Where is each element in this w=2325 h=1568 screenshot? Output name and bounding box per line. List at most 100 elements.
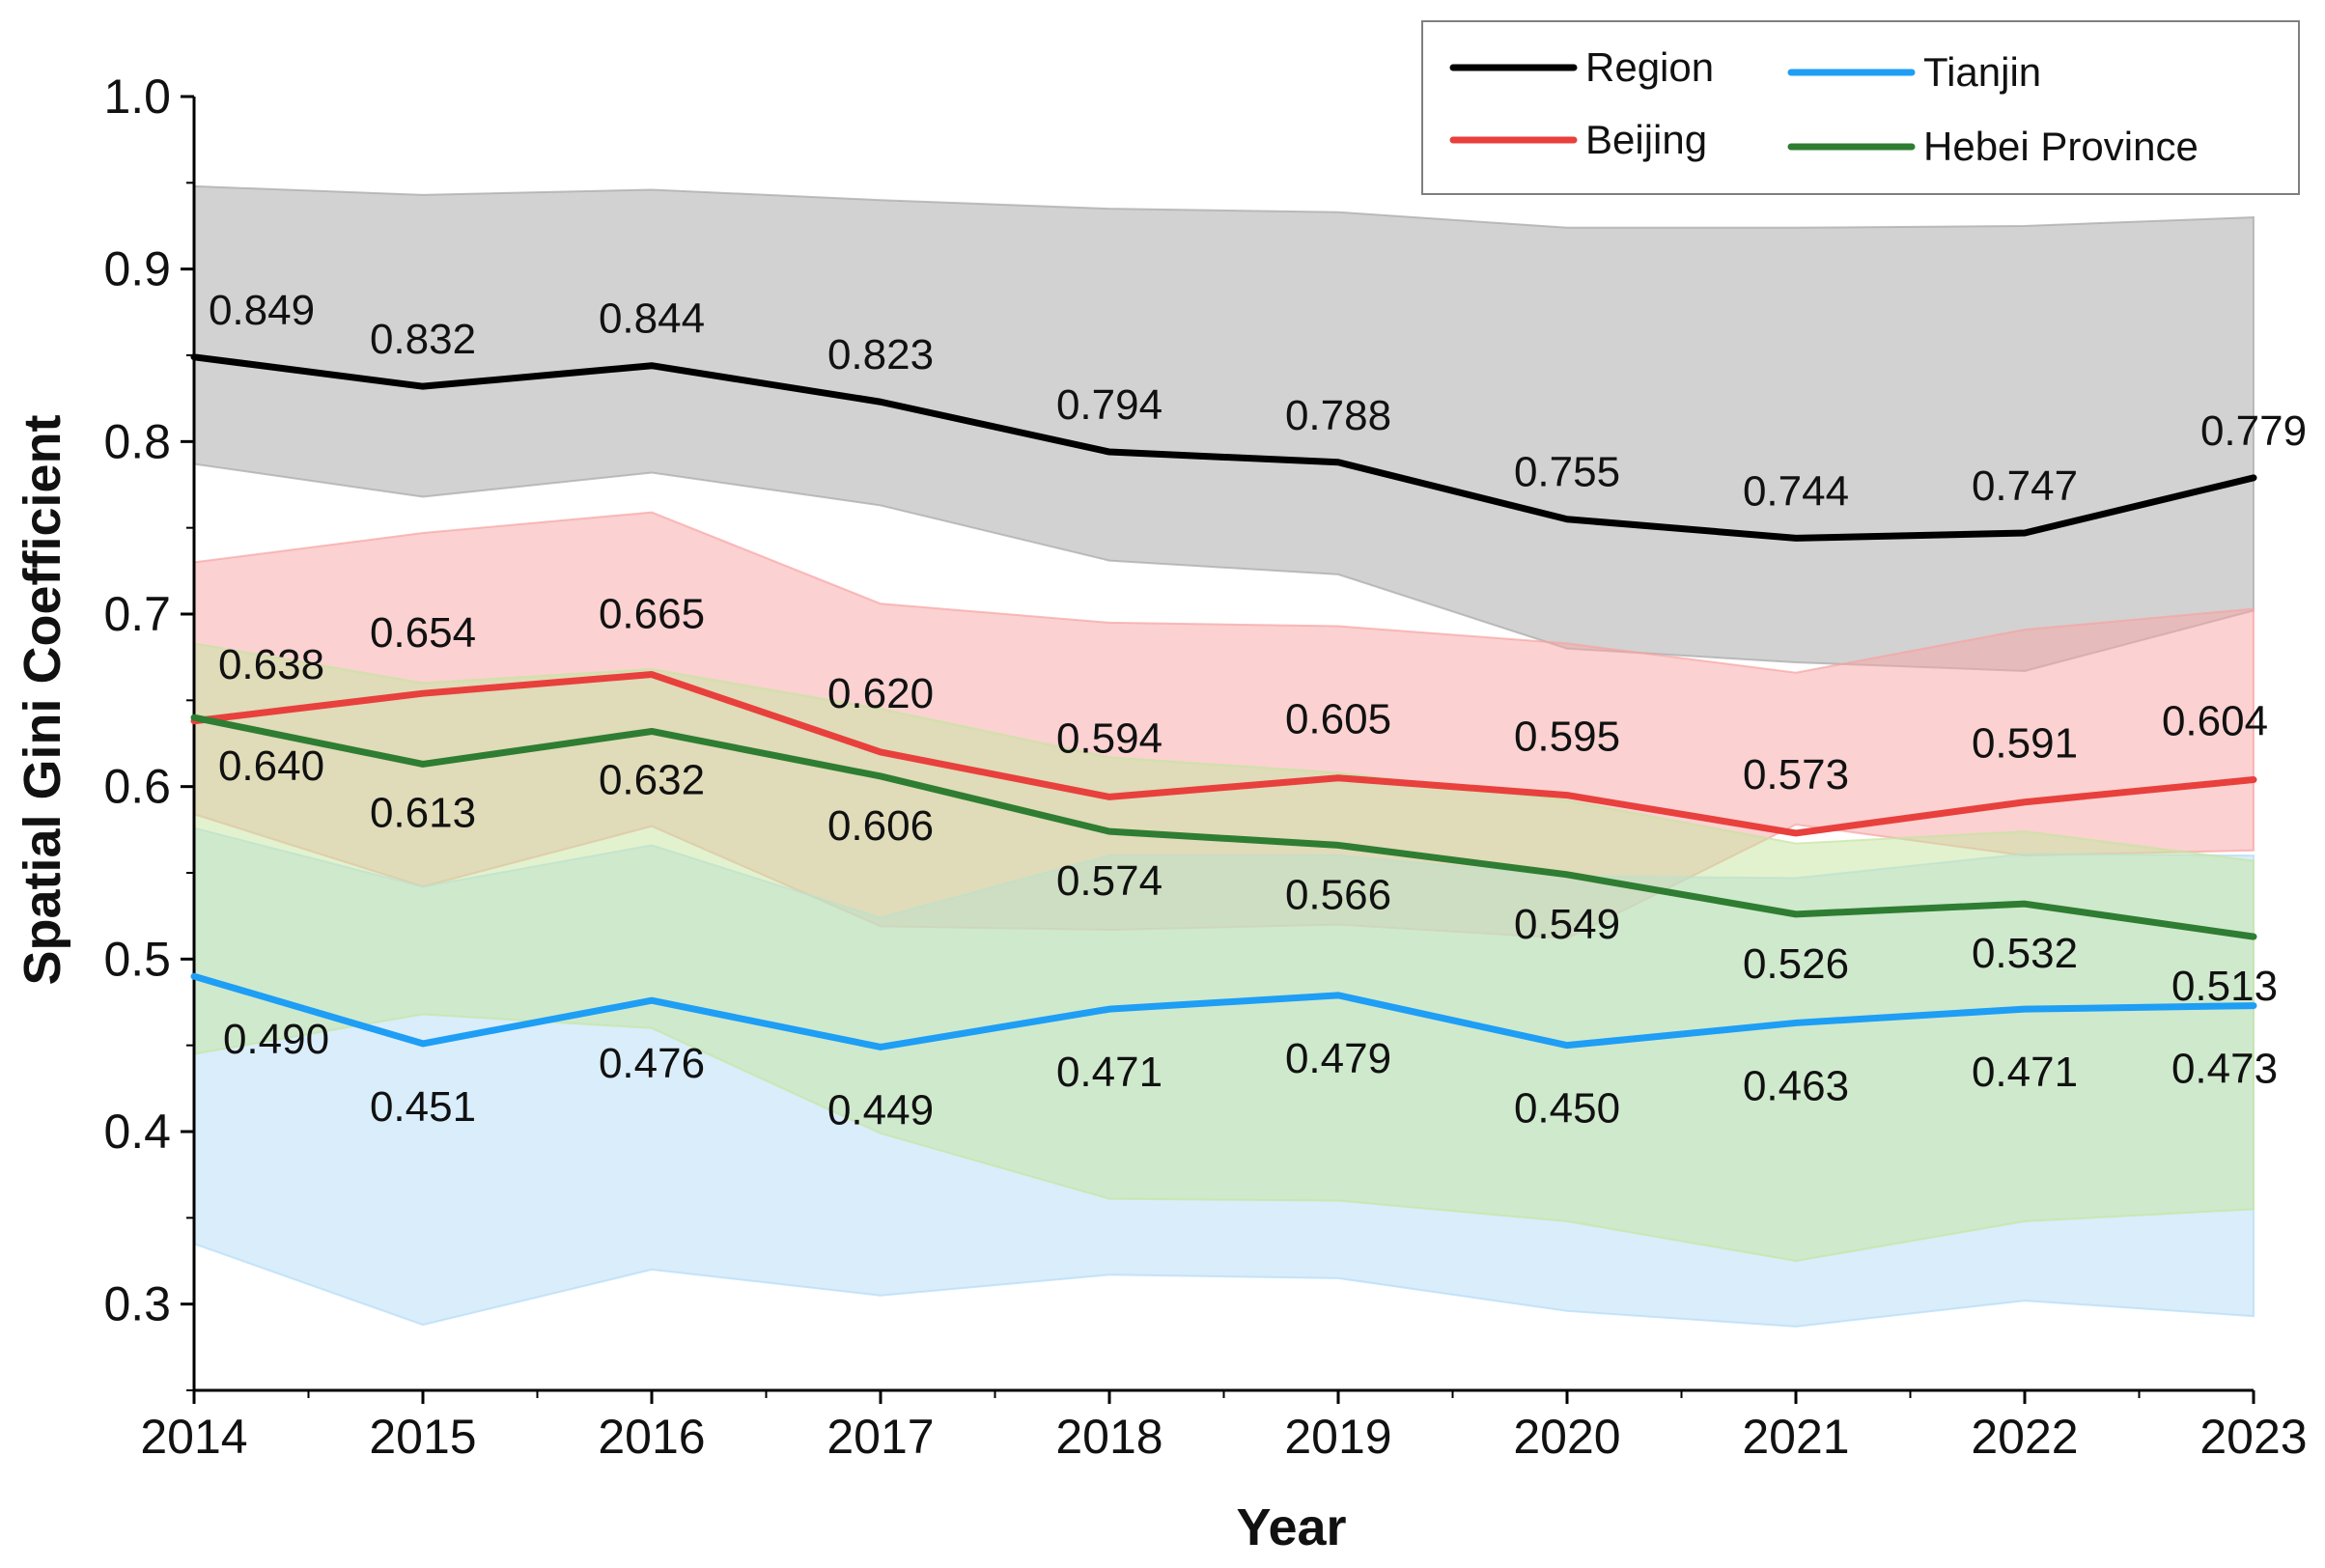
- region-point: [1106, 449, 1112, 456]
- y-tick-label: 0.4: [103, 1105, 171, 1159]
- hebei-province-value-label: 0.532: [1972, 930, 2078, 977]
- tianjin-point: [191, 973, 197, 980]
- x-tick-label: 2019: [1284, 1410, 1391, 1464]
- region-value-label: 0.747: [1972, 462, 2078, 510]
- tianjin-value-label: 0.463: [1743, 1062, 1849, 1109]
- hebei-province-value-label: 0.526: [1743, 940, 1849, 988]
- x-axis-title: Year: [1236, 1498, 1346, 1556]
- beijing-point: [1335, 774, 1341, 781]
- hebei-province-value-label: 0.574: [1056, 857, 1162, 905]
- x-tick-label: 2016: [598, 1410, 705, 1464]
- tianjin-point: [2251, 1002, 2256, 1009]
- beijing-value-label: 0.595: [1514, 714, 1620, 761]
- tianjin-point: [420, 1040, 426, 1047]
- beijing-legend-label: Beijing: [1585, 117, 1707, 162]
- y-tick-label: 0.3: [103, 1277, 171, 1331]
- region-value-label: 0.794: [1056, 381, 1162, 429]
- region-point: [2022, 530, 2028, 537]
- hebei-province-point: [649, 728, 655, 735]
- x-tick-label: 2014: [140, 1410, 247, 1464]
- tianjin-point: [649, 997, 655, 1004]
- hebei-province-point: [2251, 934, 2256, 940]
- x-tick-label: 2021: [1742, 1410, 1849, 1464]
- tianjin-value-label: 0.473: [2171, 1046, 2278, 1093]
- beijing-value-label: 0.594: [1056, 714, 1162, 762]
- x-tick-label: 2015: [369, 1410, 476, 1464]
- beijing-point: [420, 690, 426, 697]
- beijing-point: [1564, 792, 1570, 798]
- region-value-label: 0.788: [1285, 392, 1391, 439]
- tianjin-value-label: 0.479: [1285, 1035, 1391, 1082]
- tianjin-point: [1106, 1006, 1112, 1013]
- x-tick-label: 2023: [2199, 1410, 2307, 1464]
- beijing-value-label: 0.654: [370, 609, 476, 657]
- data-labels: 0.849 0.832 0.844 0.823 0.794 0.788 0.755 0.744…: [209, 287, 2307, 1134]
- beijing-value-label: 0.638: [218, 641, 324, 688]
- region-point: [420, 383, 426, 390]
- confidence-bands: [193, 184, 2255, 1328]
- x-tick-label: 2017: [826, 1410, 934, 1464]
- series-lines: [190, 353, 2257, 1050]
- hebei-province-value-label: 0.632: [599, 756, 705, 803]
- y-tick-label: 1.0: [103, 70, 171, 124]
- beijing-point: [2022, 798, 2028, 805]
- x-tick-label: 2022: [1971, 1410, 2078, 1464]
- y-tick-label: 0.5: [103, 932, 171, 986]
- beijing-value-label: 0.591: [1972, 720, 2078, 768]
- hebei-province-point: [878, 772, 883, 779]
- region-legend-label: Region: [1585, 44, 1714, 90]
- y-tick-label: 0.6: [103, 760, 171, 814]
- region-point: [649, 362, 655, 369]
- hebei-province-point: [191, 714, 197, 721]
- hebei-province-point: [1106, 828, 1112, 835]
- tianjin-legend-label: Tianjin: [1923, 49, 2041, 95]
- beijing-point: [1793, 829, 1799, 836]
- beijing-point: [878, 748, 883, 755]
- tianjin-value-label: 0.449: [827, 1086, 934, 1134]
- tianjin-value-label: 0.476: [599, 1040, 705, 1087]
- region-value-label: 0.755: [1514, 449, 1620, 496]
- region-value-label: 0.832: [370, 316, 476, 363]
- hebei-province-point: [1564, 871, 1570, 878]
- hebei-province-point: [420, 761, 426, 768]
- region-point: [1335, 459, 1341, 465]
- y-tick-label: 0.9: [103, 242, 171, 296]
- region-point: [1564, 516, 1570, 522]
- axes: 0.3 0.4 0.5 0.6 0.7 0.8 0.9 1.0 2014 2015 2016 2017…: [14, 70, 2308, 1556]
- tianjin-point: [1335, 992, 1341, 998]
- hebei-province-line: [190, 714, 2257, 940]
- hebei-province-legend-label: Hebei Province: [1923, 124, 2199, 169]
- tianjin-value-label: 0.471: [1972, 1049, 2078, 1096]
- y-tick-label: 0.7: [103, 587, 171, 641]
- region-line: [190, 353, 2257, 542]
- region-value-label: 0.849: [209, 287, 315, 334]
- beijing-value-label: 0.604: [2162, 698, 2268, 745]
- hebei-province-point: [2022, 901, 2028, 908]
- tianjin-value-label: 0.450: [1514, 1085, 1620, 1133]
- region-value-label: 0.823: [827, 331, 934, 378]
- region-point: [878, 399, 883, 406]
- hebei-province-value-label: 0.513: [2171, 963, 2278, 1010]
- beijing-value-label: 0.620: [827, 670, 934, 717]
- hebei-province-point: [1793, 910, 1799, 917]
- tianjin-value-label: 0.451: [370, 1083, 476, 1131]
- beijing-value-label: 0.665: [599, 591, 705, 638]
- hebei-province-value-label: 0.549: [1514, 901, 1620, 948]
- beijing-value-label: 0.605: [1285, 696, 1391, 743]
- tianjin-point: [878, 1044, 883, 1050]
- beijing-value-label: 0.573: [1743, 751, 1849, 798]
- tianjin-point: [2022, 1006, 2028, 1013]
- tianjin-point: [1793, 1020, 1799, 1026]
- x-tick-label: 2020: [1513, 1410, 1620, 1464]
- beijing-point: [649, 671, 655, 678]
- hebei-province-value-label: 0.606: [827, 802, 934, 850]
- region-point: [191, 353, 197, 360]
- region-value-label: 0.844: [599, 295, 705, 343]
- x-tick-label: 2018: [1055, 1410, 1162, 1464]
- tianjin-point: [1564, 1042, 1570, 1049]
- hebei-province-band: [193, 642, 2255, 1263]
- y-axis-title: Spatial Gini Coefficient: [14, 414, 71, 985]
- hebei-province-value-label: 0.613: [370, 789, 476, 836]
- tianjin-value-label: 0.490: [223, 1016, 329, 1063]
